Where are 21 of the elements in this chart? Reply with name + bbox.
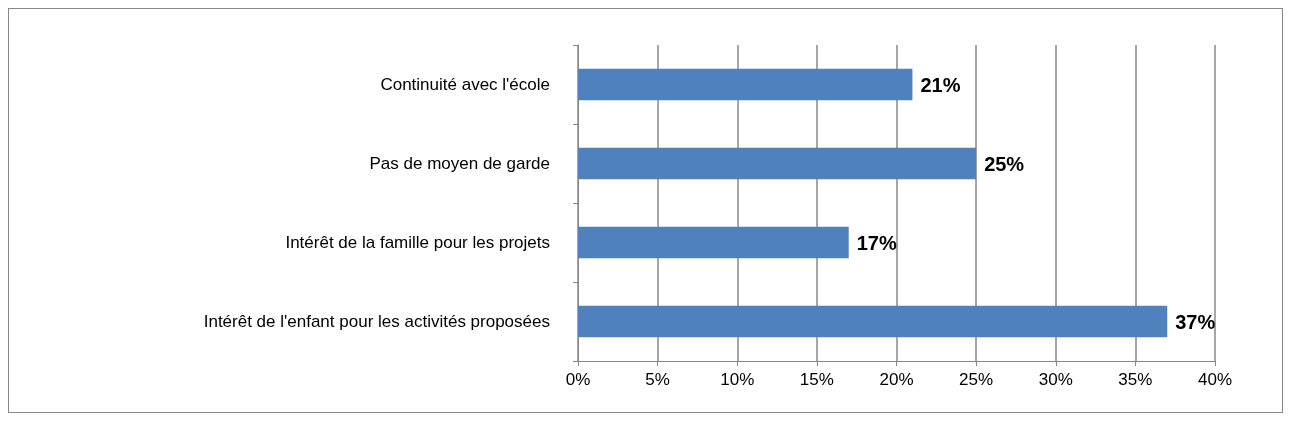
y-tick-label: Intérêt de l'enfant pour les activités proposées <box>203 312 550 331</box>
bar <box>578 68 913 101</box>
x-tick-label: 5% <box>645 370 670 389</box>
x-tick-label: 30% <box>1038 370 1073 389</box>
x-tick-label: 20% <box>879 370 914 389</box>
x-tick-label: 0% <box>565 370 591 389</box>
bar <box>578 147 977 180</box>
data-label: 25% <box>984 152 1025 175</box>
bar <box>578 305 1168 338</box>
y-tick-label: Pas de moyen de garde <box>369 154 550 173</box>
x-tick-label: 35% <box>1118 370 1153 389</box>
y-tick-label: Continuité avec l'école <box>380 75 550 94</box>
bar <box>578 226 849 259</box>
x-tick-label: 10% <box>720 370 755 389</box>
data-label: 21% <box>920 73 961 96</box>
x-tick-label: 40% <box>1197 370 1233 389</box>
x-tick-label: 15% <box>799 370 834 389</box>
x-tick-label: 25% <box>959 370 994 389</box>
y-tick-label: Intérêt de la famille pour les projets <box>285 233 550 252</box>
data-label: 17% <box>856 231 897 254</box>
data-label: 37% <box>1175 310 1216 333</box>
